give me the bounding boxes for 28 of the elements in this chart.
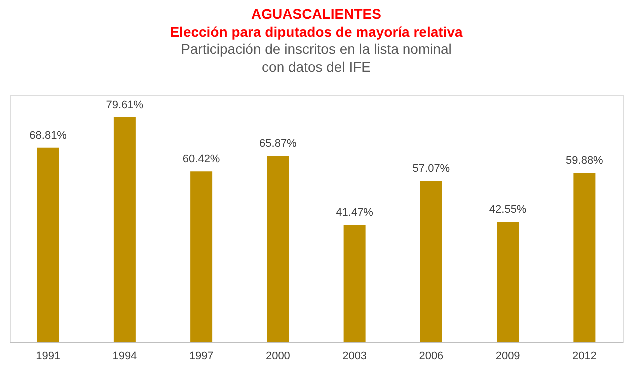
bar: [497, 222, 520, 342]
bar: [574, 173, 596, 342]
x-tick-label: 2003: [342, 350, 368, 362]
bar: [267, 156, 290, 342]
data-label: 59.88%: [566, 155, 604, 168]
chart-subtitle: Elección para diputados de mayoría relativa: [170, 24, 463, 40]
x-tick-label: 2009: [496, 350, 520, 362]
x-tick-label: 2000: [266, 350, 290, 362]
bar: [344, 225, 366, 342]
x-tick-label: 1997: [189, 350, 214, 362]
x-tick-label: 2012: [572, 350, 597, 362]
bar: [37, 148, 60, 342]
text: con datos del IFE: [262, 59, 371, 75]
data-label: 79.61%: [106, 99, 144, 112]
x-tick-label: 1994: [112, 350, 138, 362]
data-label: 68.81%: [30, 130, 68, 142]
bar: [420, 181, 442, 342]
x-tick-label: 1991: [36, 350, 61, 362]
bar: [190, 172, 213, 342]
data-label: 57.07%: [412, 163, 450, 176]
text: Participación de inscritos en la lista nominal: [181, 41, 452, 57]
data-label: 65.87%: [260, 138, 298, 150]
data-label: 60.42%: [182, 154, 220, 166]
chart-title: AGUASCALIENTES: [252, 6, 382, 22]
bar: [114, 117, 136, 342]
data-label: 42.55%: [489, 204, 527, 216]
x-tick-label: 2006: [419, 350, 444, 362]
data-label: 41.47%: [336, 207, 374, 220]
